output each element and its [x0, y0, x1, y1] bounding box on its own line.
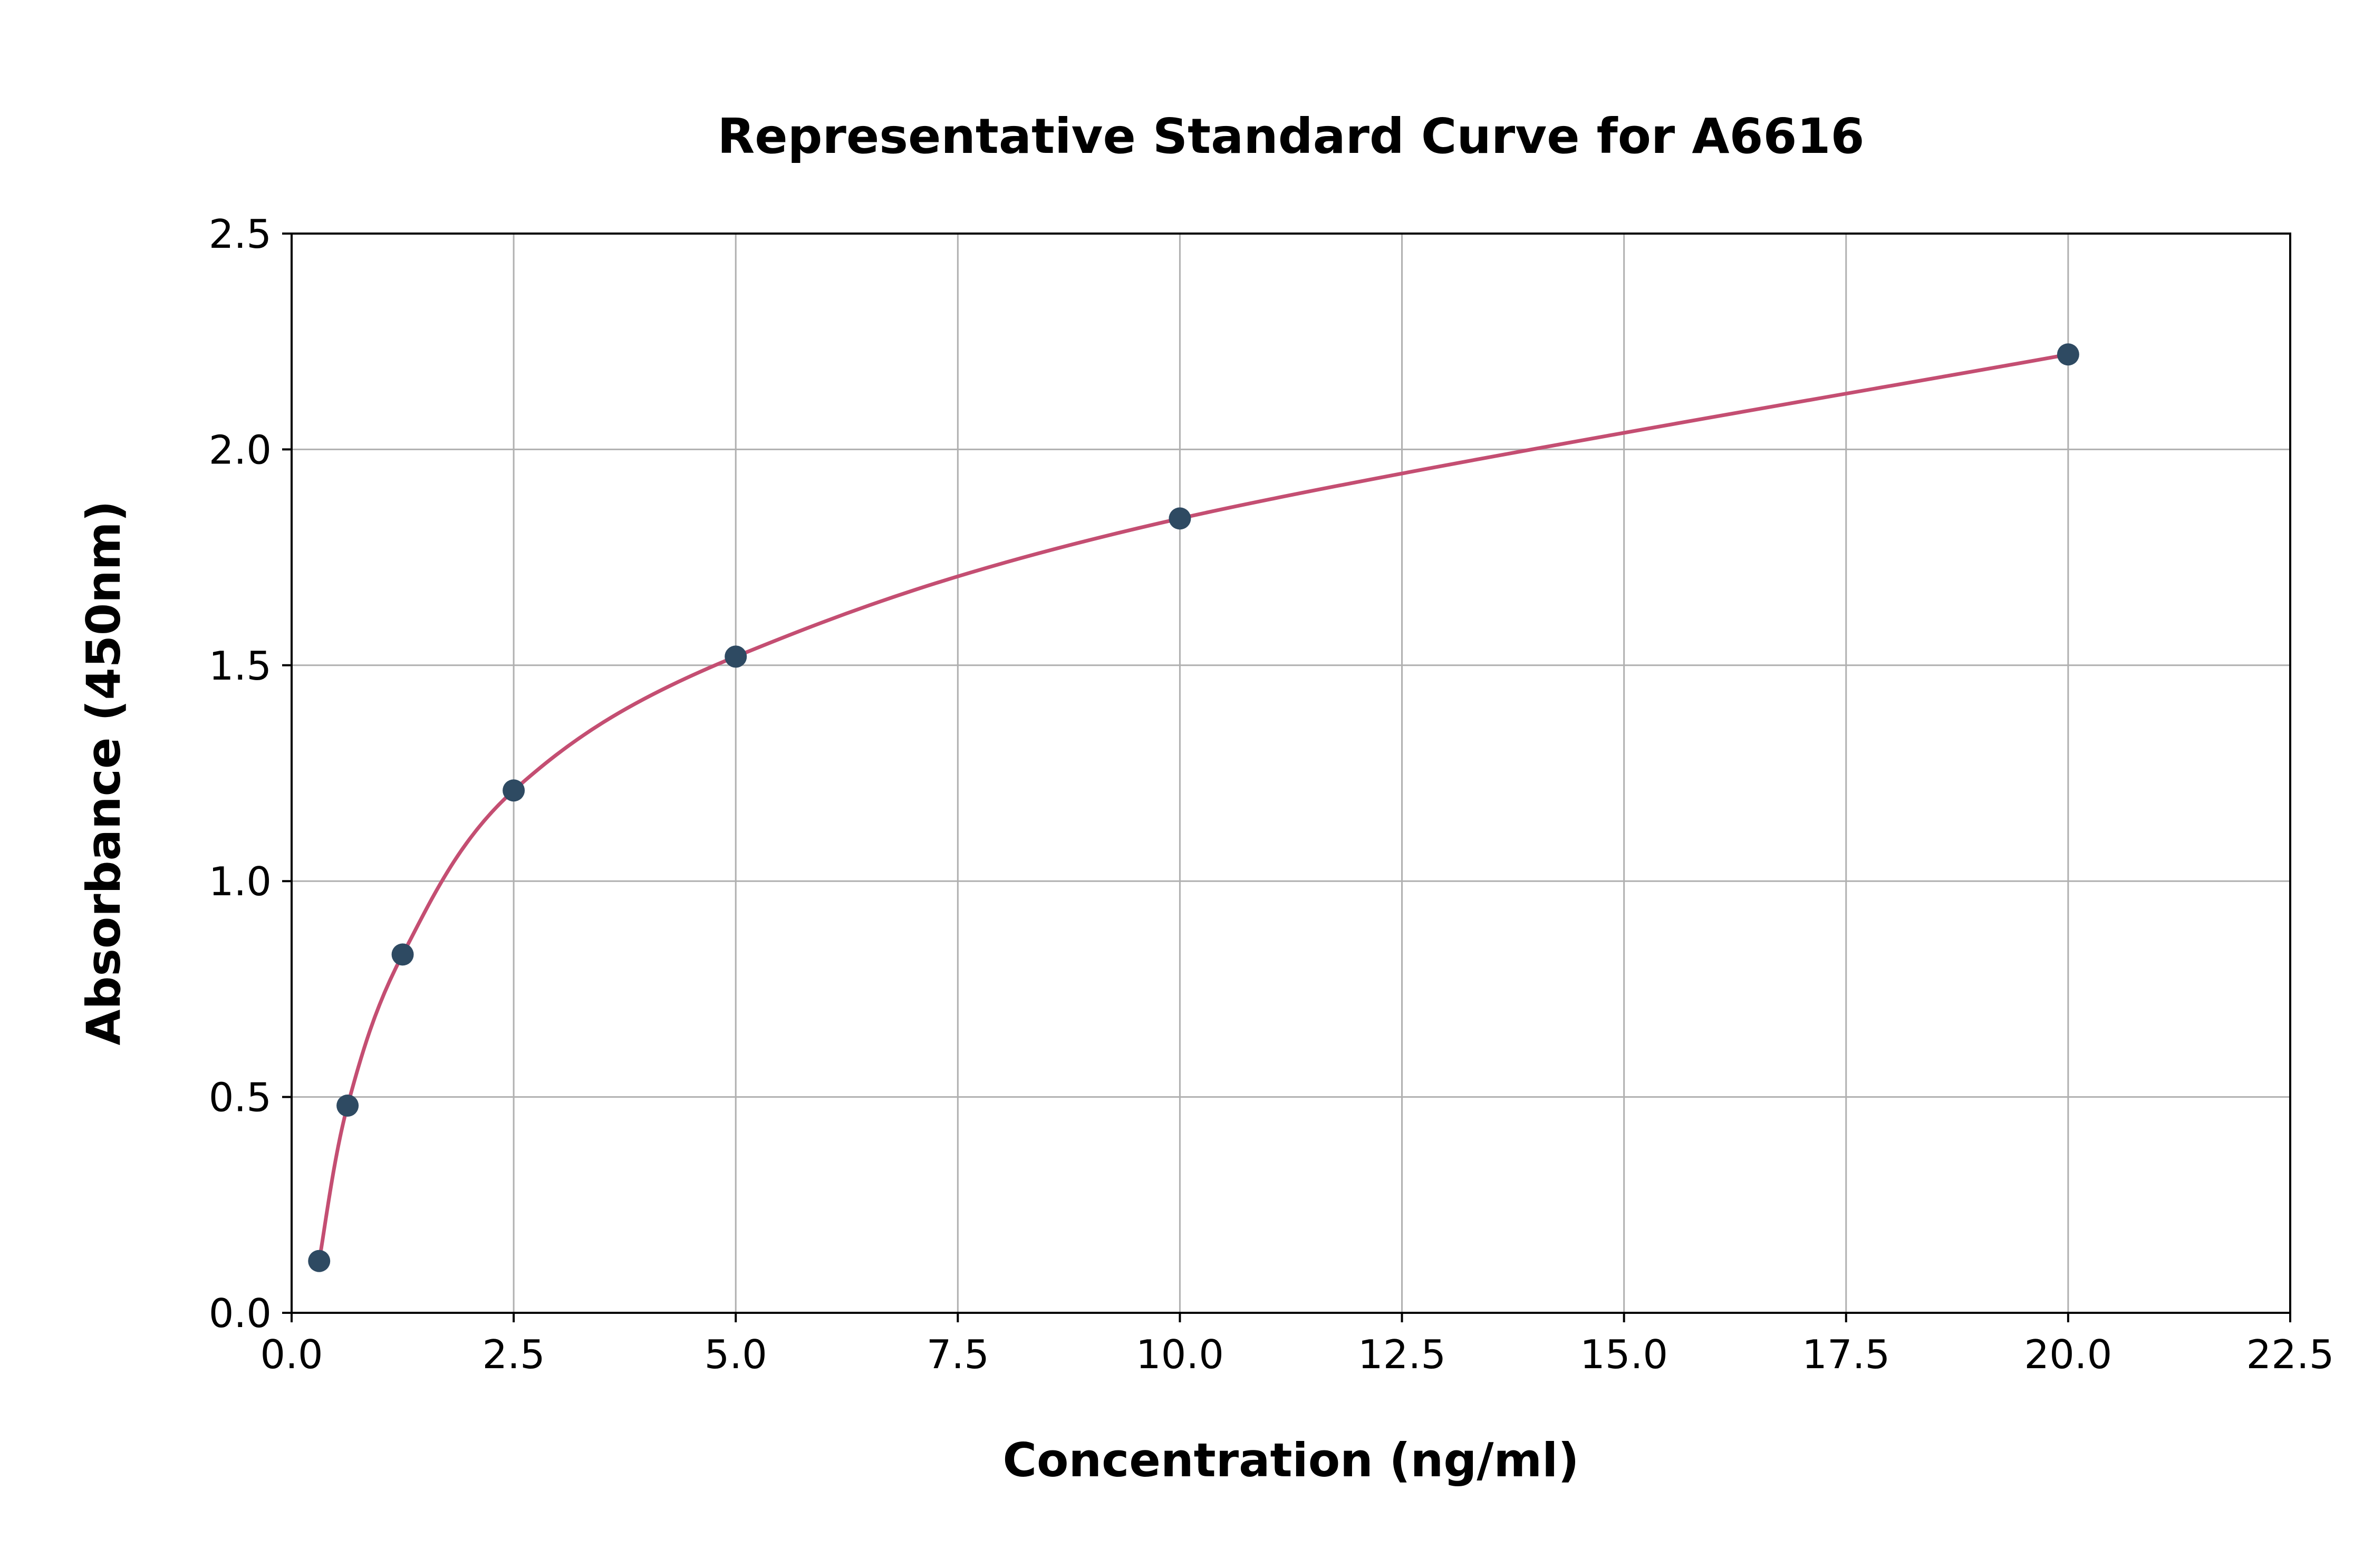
y-tick-label: 2.0	[209, 427, 272, 473]
y-tick-label: 1.5	[209, 643, 272, 689]
plot-area: 0.0 2.5 5.0 7.5 10.0 12.5 15.0 17.5 20.0 22.5 0.0 0…	[209, 211, 2335, 1378]
x-tick-label: 10.0	[1136, 1331, 1224, 1378]
axes-frame	[291, 233, 2291, 1314]
data-point	[725, 645, 747, 668]
data-point	[1169, 507, 1191, 530]
y-tick-label: 2.5	[209, 211, 272, 257]
data-point	[308, 1250, 331, 1272]
x-axis-label: Concentration (ng/ml)	[1002, 1433, 1579, 1487]
x-tick-label: 7.5	[927, 1331, 989, 1378]
y-tick-label: 1.0	[209, 858, 272, 905]
data-point	[503, 779, 525, 802]
x-tick-label: 0.0	[260, 1331, 323, 1378]
y-tick-label: 0.0	[209, 1290, 272, 1337]
x-tick-label: 17.5	[1802, 1331, 1890, 1378]
data-point	[2057, 343, 2079, 366]
y-tick-label: 0.5	[209, 1075, 272, 1121]
standard-curve-line	[317, 352, 2070, 1263]
y-axis-label: Absorbance (450nm)	[76, 500, 131, 1045]
x-tick-label: 12.5	[1358, 1331, 1446, 1378]
x-tick-label: 2.5	[482, 1331, 545, 1378]
x-tick-label: 22.5	[2246, 1331, 2335, 1378]
x-tick-label: 20.0	[2024, 1331, 2112, 1378]
chart-title: Representative Standard Curve for A6616	[717, 108, 1864, 164]
x-tick-label: 15.0	[1580, 1331, 1668, 1378]
data-point	[336, 1094, 359, 1117]
x-tick-label: 5.0	[705, 1331, 767, 1378]
data-point	[391, 943, 414, 966]
